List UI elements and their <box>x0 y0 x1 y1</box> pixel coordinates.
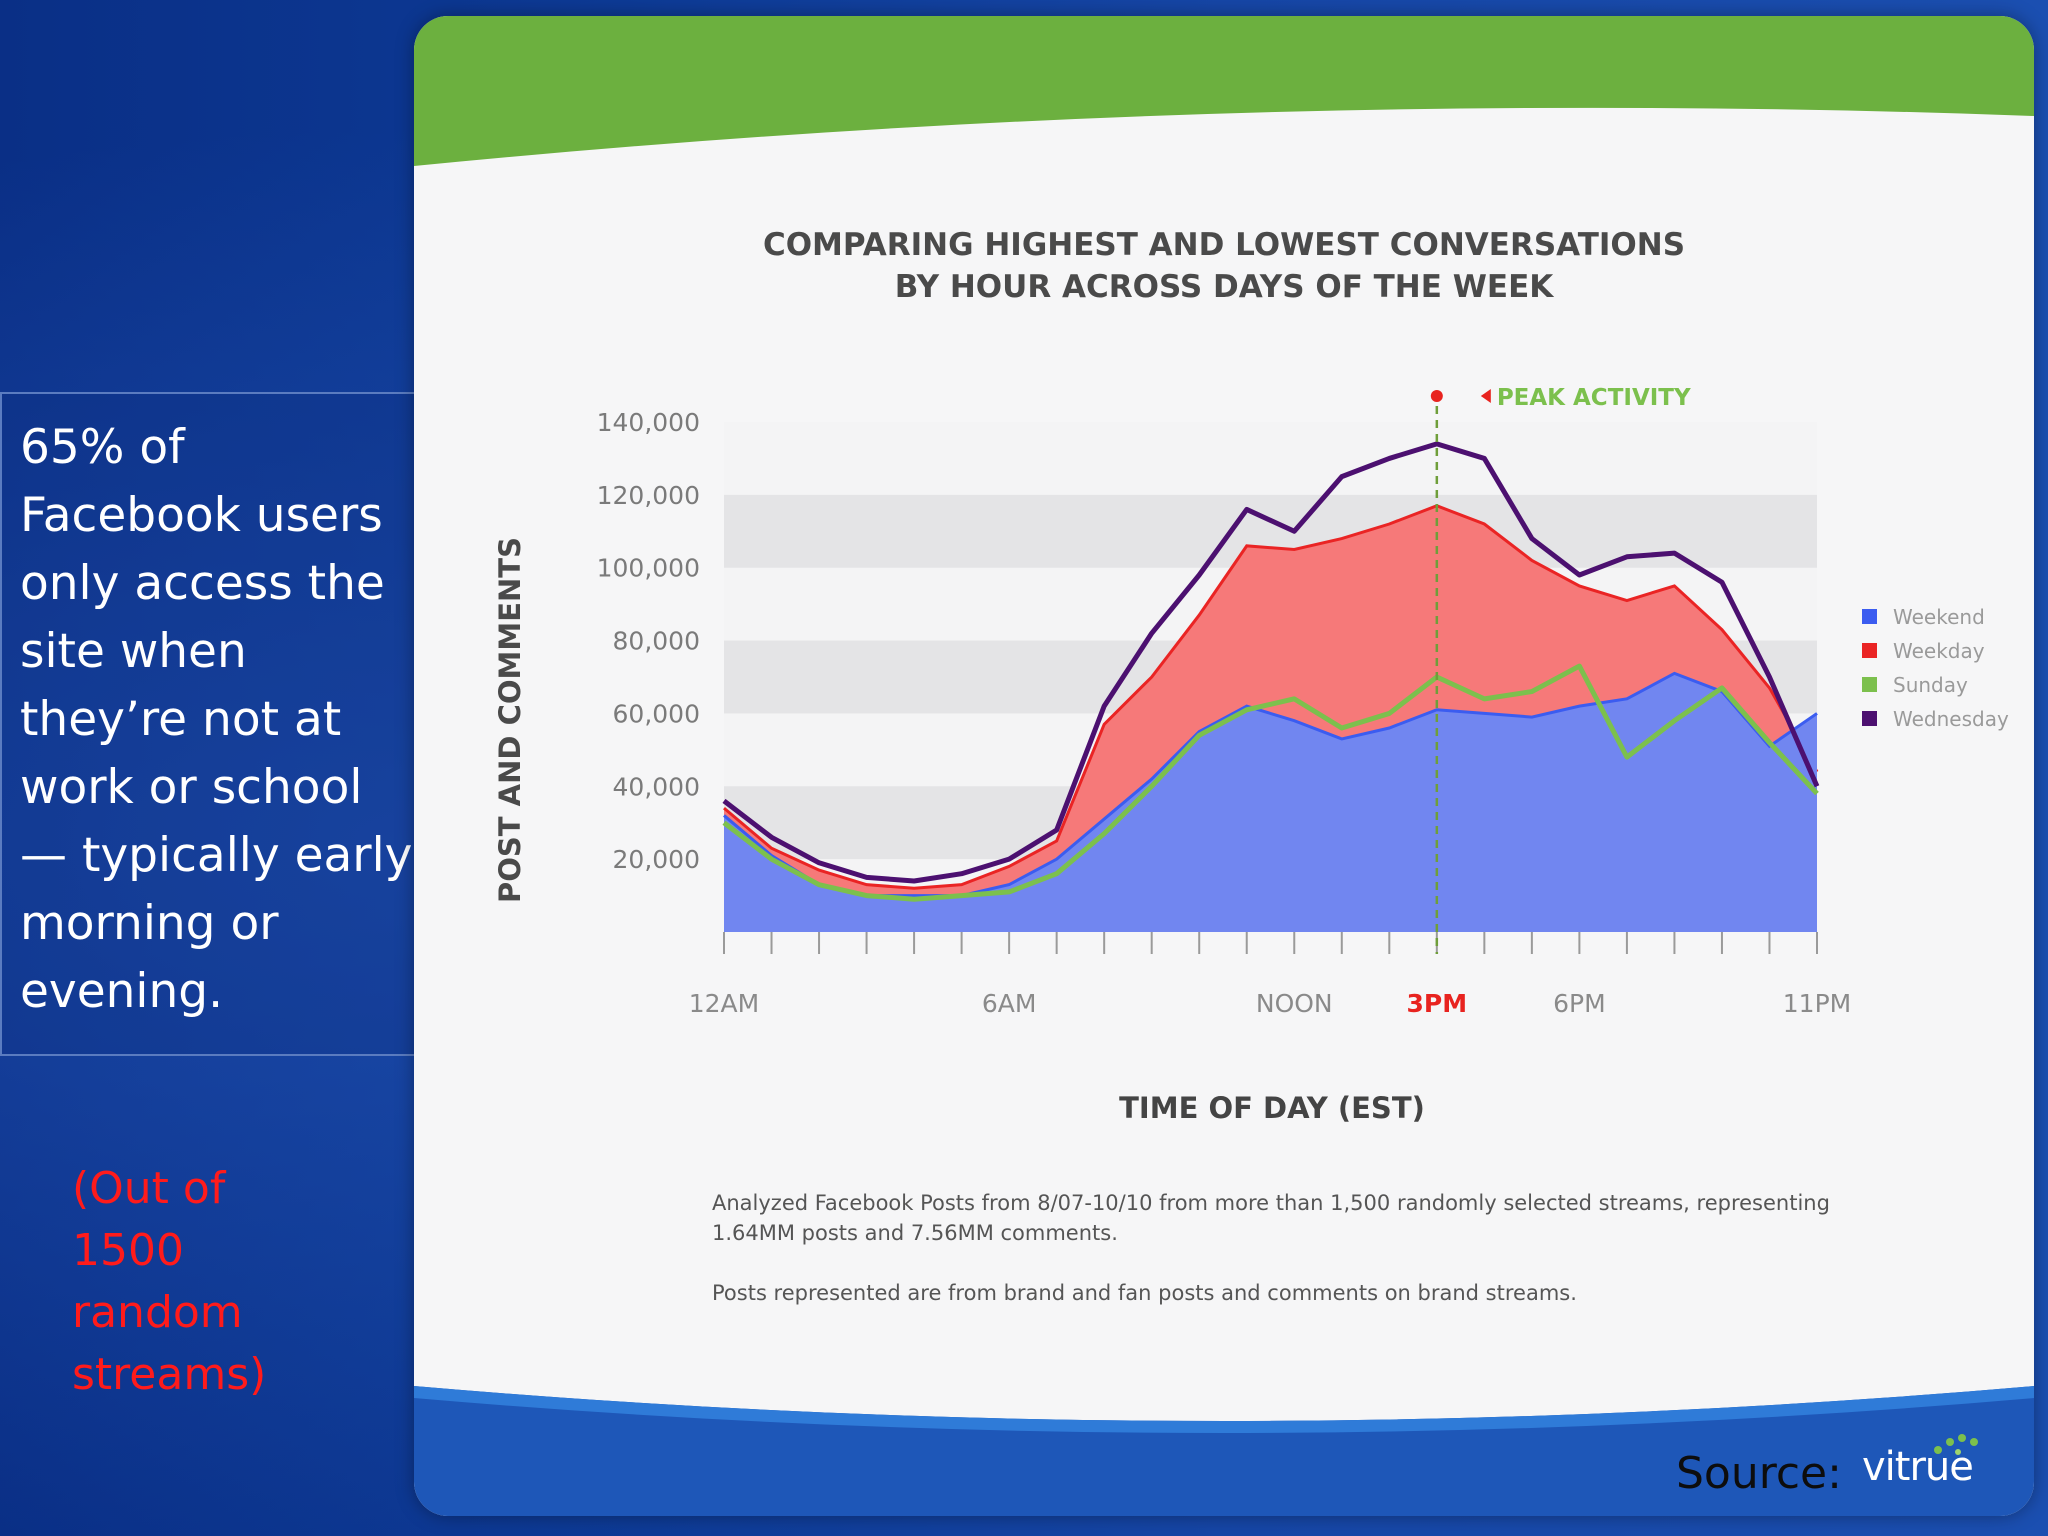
footnote-1: Analyzed Facebook Posts from 8/07-10/10 … <box>712 1191 1830 1245</box>
blue-footer-band <box>414 1386 2034 1516</box>
y-axis-label: POST AND COMMENTS <box>493 537 527 903</box>
y-tick-label: 40,000 <box>613 772 700 801</box>
area-series <box>723 504 1819 932</box>
x-tick-label: 11PM <box>1783 989 1851 1018</box>
footnote-2: Posts represented are from brand and fan… <box>712 1281 1577 1305</box>
legend-swatch-weekday <box>1862 643 1877 658</box>
area-weekend <box>724 673 1817 932</box>
chart-title-line-1: COMPARING HIGHEST AND LOWEST CONVERSATIO… <box>762 227 1686 263</box>
left-text: 65% of Facebook users only access the si… <box>20 420 413 1019</box>
chart-title-line-2: BY HOUR ACROSS DAYS OF THE WEEK <box>894 269 1554 305</box>
y-tick-label: 140,000 <box>597 408 700 437</box>
legend-label-weekend: Weekend <box>1893 605 1985 629</box>
logo-dots <box>1934 1434 1978 1455</box>
legend-label-wednesday: Wednesday <box>1893 707 2009 731</box>
y-tick-label: 80,000 <box>613 627 700 656</box>
peak-label: PEAK ACTIVITY <box>1497 385 1691 411</box>
peak-arrow <box>1480 389 1491 403</box>
logo-text: vitrue <box>1862 1444 1974 1490</box>
legend: Weekend Weekday Sunday Wednesday <box>1862 605 2009 731</box>
line-series <box>722 441 1820 902</box>
chart-title: COMPARING HIGHEST AND LOWEST CONVERSATIO… <box>414 224 2034 308</box>
left-text-box: 65% of Facebook users only access the si… <box>0 392 421 1056</box>
y-tick-label: 60,000 <box>613 699 700 728</box>
y-tick-label: 120,000 <box>597 481 700 510</box>
legend-swatch-weekend <box>1862 609 1877 624</box>
x-tick-label: 12AM <box>689 989 759 1018</box>
peak-highlight: PEAK ACTIVITY <box>1430 385 1691 954</box>
legend-label-sunday: Sunday <box>1893 673 1968 697</box>
red-note: (Out of 1500 random streams) <box>72 1163 267 1400</box>
y-tick-label: 100,000 <box>597 554 700 583</box>
vitrue-logo: vitrue <box>1862 1428 2012 1498</box>
line-wednesday <box>722 441 1820 884</box>
y-tick-labels: 20,000 40,000 60,000 80,000 100,000 120,000 14… <box>597 408 700 874</box>
legend-label-weekday: Weekday <box>1893 639 1985 663</box>
y-tick-label: 20,000 <box>613 845 700 874</box>
x-tick-label: 6PM <box>1553 989 1606 1018</box>
source-label: Source: <box>1676 1448 1842 1499</box>
x-tick-label: 3PM <box>1407 989 1468 1018</box>
area-edge-weekend <box>723 671 1818 898</box>
x-tick-label: 6AM <box>982 989 1037 1018</box>
green-header-band <box>414 16 2034 166</box>
legend-swatch-sunday <box>1862 677 1877 692</box>
area-edge-weekday <box>723 504 1819 890</box>
x-axis-label: TIME OF DAY (EST) <box>1119 1091 1425 1125</box>
peak-dot <box>1430 390 1443 402</box>
legend-swatch-wednesday <box>1862 711 1877 726</box>
line-sunday <box>722 663 1819 902</box>
x-tick-labels: 12AM 6AM NOON 3PM 6PM 11PM <box>689 989 1851 1018</box>
x-tick-label: NOON <box>1256 989 1333 1018</box>
axis-ticks <box>723 932 1818 954</box>
